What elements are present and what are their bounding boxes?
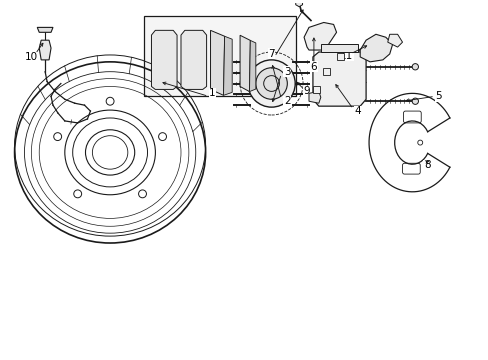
Text: 3: 3	[284, 67, 290, 77]
Polygon shape	[181, 30, 206, 89]
Text: 9: 9	[303, 86, 310, 96]
Polygon shape	[223, 36, 232, 95]
Bar	[143, 15, 296, 96]
Polygon shape	[151, 30, 177, 89]
Text: 10: 10	[25, 52, 38, 62]
Polygon shape	[249, 40, 255, 91]
Polygon shape	[360, 34, 392, 62]
Polygon shape	[295, 0, 302, 7]
Ellipse shape	[247, 60, 295, 107]
Text: 8: 8	[423, 160, 429, 170]
Polygon shape	[39, 40, 51, 60]
Text: 5: 5	[435, 91, 441, 101]
Text: 1: 1	[209, 88, 215, 98]
Text: 6: 6	[310, 62, 317, 72]
Polygon shape	[308, 91, 320, 103]
Polygon shape	[37, 27, 53, 32]
Ellipse shape	[255, 68, 287, 99]
Text: 4: 4	[354, 106, 361, 116]
Polygon shape	[240, 35, 250, 91]
Bar	[336, 54, 343, 60]
Ellipse shape	[325, 78, 352, 101]
Text: 2: 2	[284, 96, 290, 106]
Polygon shape	[312, 52, 366, 106]
Bar	[313, 86, 320, 93]
Polygon shape	[387, 34, 402, 47]
Polygon shape	[304, 22, 336, 50]
Polygon shape	[210, 30, 224, 95]
Circle shape	[411, 98, 418, 104]
Text: 7: 7	[268, 49, 274, 59]
Circle shape	[411, 64, 418, 70]
Text: 11: 11	[339, 51, 352, 61]
Polygon shape	[320, 44, 358, 52]
Circle shape	[43, 45, 47, 49]
Bar	[323, 68, 329, 75]
